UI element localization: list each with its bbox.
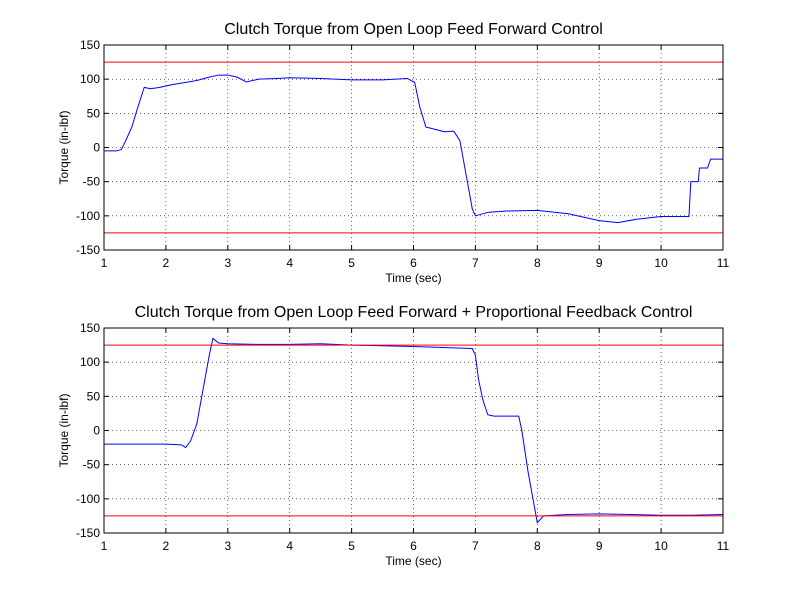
x-tick-label: 4 (286, 256, 293, 270)
x-tick-label: 1 (101, 539, 108, 553)
y-tick-label: 100 (80, 355, 100, 369)
torque-series-line (104, 74, 723, 224)
y-tick-label: -100 (76, 492, 100, 506)
x-tick-label: 3 (224, 256, 231, 270)
torque-series-line (104, 337, 724, 524)
y-tick-label: -150 (76, 243, 100, 257)
x-tick-label: 2 (163, 539, 170, 553)
x-tick-label: 6 (410, 256, 417, 270)
y-tick-label: -100 (76, 209, 100, 223)
subplot-1: 1 2 3 4 5 6 7 8 9 10 11 -150 -100 -50 0 50 100 150 Clutch … (57, 21, 730, 285)
subplot-2: 1 2 3 4 5 6 7 8 9 10 11 -150 -100 -50 0 50 100 150 Clutch … (57, 304, 730, 568)
x-tick-label: 9 (596, 256, 603, 270)
x-tick-label: 6 (410, 539, 417, 553)
x-tick-label: 2 (163, 256, 170, 270)
plot-area (104, 328, 723, 533)
x-tick-label: 7 (472, 539, 479, 553)
y-axis-label: Torque (in-lbf) (57, 110, 71, 184)
y-tick-label: 100 (80, 72, 100, 86)
x-tick-label: 3 (224, 539, 231, 553)
x-tick-label: 8 (534, 256, 541, 270)
x-tick-label: 7 (472, 256, 479, 270)
y-tick-label: -50 (83, 175, 101, 189)
x-tick-label: 9 (596, 539, 603, 553)
y-axis-label: Torque (in-lbf) (57, 393, 71, 467)
x-axis-label: Time (sec) (385, 554, 441, 568)
x-tick-label: 1 (101, 256, 108, 270)
y-tick-label: -50 (83, 458, 101, 472)
x-axis-label: Time (sec) (385, 271, 441, 285)
y-tick-label: -150 (76, 526, 100, 540)
x-tick-label: 5 (348, 539, 355, 553)
x-tick-label: 11 (717, 539, 730, 553)
y-tick-label: 0 (93, 141, 100, 155)
y-tick-label: 150 (80, 38, 100, 52)
y-tick-label: 150 (80, 321, 100, 335)
x-tick-label: 10 (654, 256, 668, 270)
x-tick-label: 8 (534, 539, 541, 553)
x-tick-label: 11 (717, 256, 730, 270)
y-tick-label: 50 (87, 389, 101, 403)
y-tick-label: 50 (87, 106, 101, 120)
chart-title: Clutch Torque from Open Loop Feed Forwar… (224, 21, 603, 38)
x-tick-label: 5 (348, 256, 355, 270)
y-tick-label: 0 (93, 424, 100, 438)
chart-title: Clutch Torque from Open Loop Feed Forwar… (135, 304, 693, 321)
plot-area (104, 45, 723, 250)
x-tick-label: 4 (286, 539, 293, 553)
x-tick-label: 10 (654, 539, 668, 553)
